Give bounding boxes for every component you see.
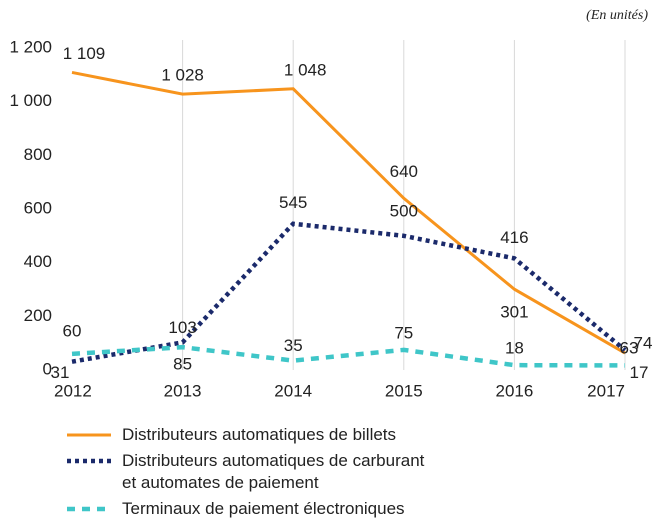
legend-item: Distributeurs automatiques de billets: [66, 424, 424, 446]
line-series: [71, 221, 627, 364]
x-tick-label: 2013: [164, 381, 202, 400]
legend-swatch: [67, 433, 111, 437]
data-label: 640: [390, 162, 418, 181]
y-tick-label: 200: [24, 306, 52, 325]
data-label: 63: [620, 339, 639, 358]
legend: Distributeurs automatiques de billets Dis…: [66, 424, 424, 524]
legend-item: Terminaux de paiement électroniques: [66, 498, 424, 520]
y-tick-label: 800: [24, 145, 52, 164]
data-label: 85: [173, 355, 192, 374]
data-label: 301: [500, 303, 528, 322]
data-label: 103: [168, 318, 196, 337]
y-tick-label: 400: [24, 252, 52, 271]
data-label: 500: [390, 201, 418, 220]
data-label: 17: [630, 363, 649, 382]
legend-label: Distributeurs automatiques de carburant …: [122, 451, 425, 492]
data-label: 60: [63, 321, 82, 340]
y-tick-label: 1 000: [9, 91, 52, 110]
data-label: 18: [505, 339, 524, 358]
legend-swatch: [67, 458, 111, 464]
x-tick-label: 2014: [274, 381, 312, 400]
legend-label: Terminaux de paiement électroniques: [122, 499, 405, 518]
x-tick-label: 2015: [385, 381, 423, 400]
legend-label: Distributeurs automatiques de billets: [122, 425, 397, 444]
annotation: (En unités): [586, 8, 648, 23]
line-series: [71, 344, 626, 368]
data-label: 416: [500, 228, 528, 247]
data-label: 31: [51, 363, 70, 382]
x-tick-label: 2012: [54, 381, 92, 400]
data-label: 545: [279, 193, 307, 212]
chart: (En unités) 2012 2013 2014 2015 2016 2017 0 200…: [9, 8, 653, 400]
data-label: 74: [634, 334, 653, 353]
data-label: 75: [394, 323, 413, 342]
y-tick-label: 0: [43, 359, 52, 378]
y-tick-label: 1 200: [9, 37, 52, 56]
data-label: 1 109: [63, 44, 106, 63]
y-tick-label: 600: [24, 198, 52, 217]
line-series: [71, 70, 626, 355]
data-label: 1 048: [284, 60, 327, 79]
data-label: 1 028: [161, 66, 204, 85]
data-label: 35: [284, 336, 303, 355]
x-tick-label: 2016: [495, 381, 533, 400]
legend-item: Distributeurs automatiques de carburant …: [66, 450, 424, 494]
x-tick-label: 2017: [587, 381, 625, 400]
legend-swatch: [67, 506, 111, 512]
